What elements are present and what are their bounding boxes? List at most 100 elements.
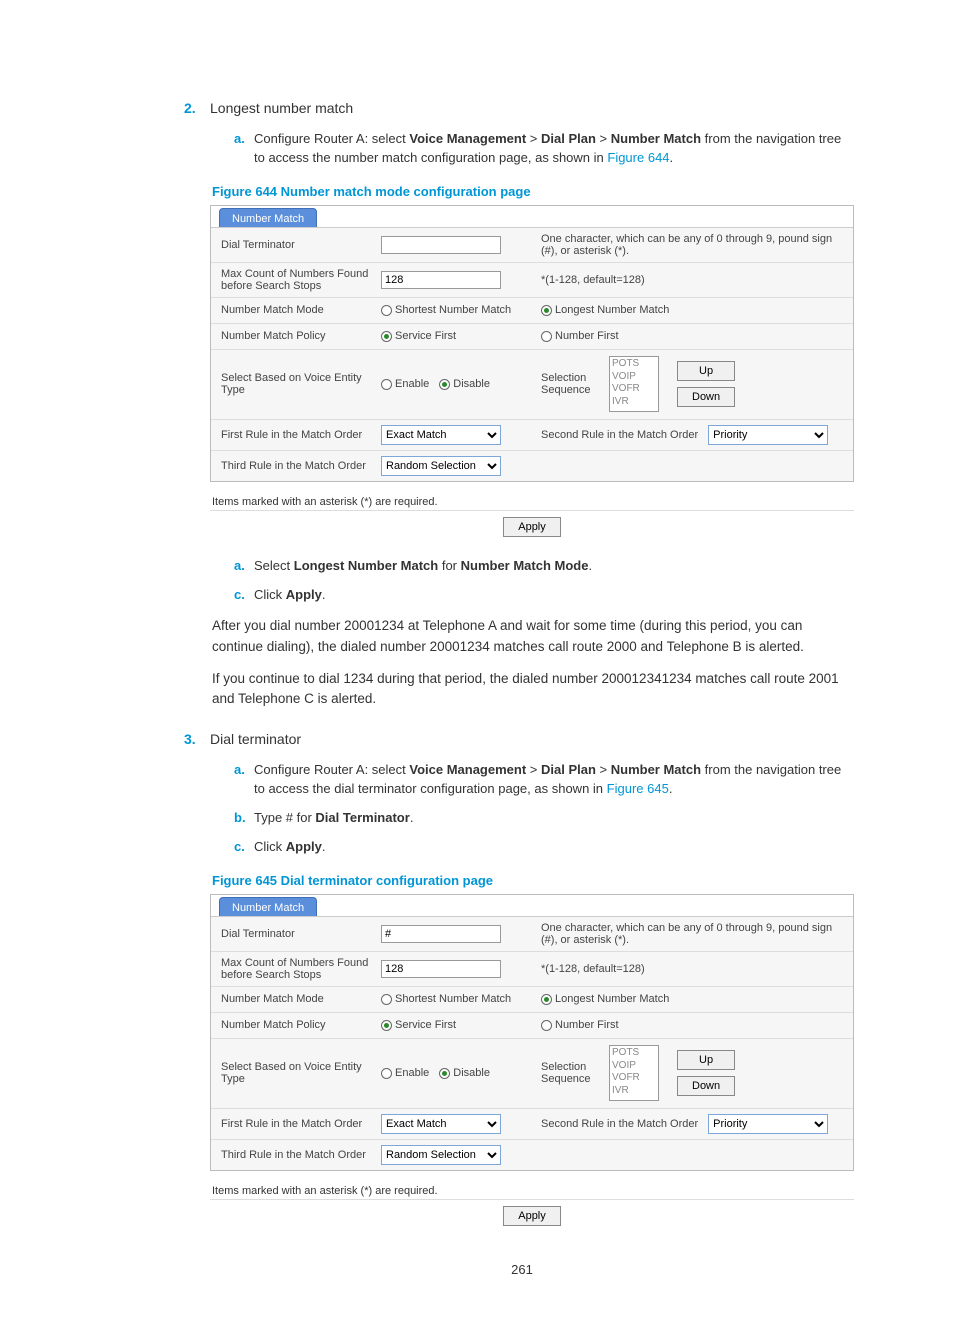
dial-terminator-hint: One character, which can be any of 0 thr… <box>541 233 843 257</box>
text: Select Longest Number Match for Number M… <box>254 558 592 573</box>
longest-match-radio[interactable]: Longest Number Match <box>541 304 669 316</box>
second-rule-select[interactable]: Priority <box>708 1114 828 1134</box>
sequence-listbox[interactable]: POTS VOIP VOFR IVR <box>609 1045 659 1101</box>
dial-terminator-input[interactable] <box>381 236 501 254</box>
row-third-rule: Third Rule in the Match Order Random Sel… <box>211 1140 853 1170</box>
voice-entity-label: Select Based on Voice Entity Type <box>221 372 381 396</box>
shortest-match-radio[interactable]: Shortest Number Match <box>381 304 511 316</box>
required-note: Items marked with an asterisk (*) are re… <box>210 492 854 510</box>
first-rule-select[interactable]: Exact Match <box>381 1114 501 1134</box>
row-match-mode: Number Match Mode Shortest Number Match … <box>211 987 853 1013</box>
sequence-listbox[interactable]: POTS VOIP VOFR IVR <box>609 356 659 412</box>
row-first-rule: First Rule in the Match Order Exact Matc… <box>211 420 853 451</box>
step-title: Dial terminator <box>210 731 301 747</box>
row-dial-terminator: Dial Terminator One character, which can… <box>211 228 853 263</box>
longest-match-radio[interactable]: Longest Number Match <box>541 993 669 1005</box>
match-mode-label: Number Match Mode <box>221 993 381 1005</box>
alpha: a. <box>234 761 245 780</box>
row-match-mode: Number Match Mode Shortest Number Match … <box>211 298 853 324</box>
enable-radio[interactable]: Enable <box>381 1067 429 1079</box>
match-policy-label: Number Match Policy <box>221 330 381 342</box>
substep-3a: a. Configure Router A: select Voice Mana… <box>234 761 854 799</box>
substep-3b: b. Type # for Dial Terminator. <box>234 809 854 828</box>
step-number: 2. <box>184 100 196 116</box>
figure-644-screenshot: Number Match Dial Terminator One charact… <box>210 205 854 482</box>
alpha: c. <box>234 586 245 605</box>
voice-entity-label: Select Based on Voice Entity Type <box>221 1061 381 1085</box>
alpha: c. <box>234 838 245 857</box>
number-match-tab[interactable]: Number Match <box>219 897 317 916</box>
down-button[interactable]: Down <box>677 387 735 407</box>
dial-terminator-label: Dial Terminator <box>221 928 381 940</box>
disable-radio[interactable]: Disable <box>439 1067 490 1079</box>
text: Configure Router A: select Voice Managem… <box>254 762 841 796</box>
max-count-hint: *(1-128, default=128) <box>541 963 843 975</box>
row-dial-terminator: Dial Terminator One character, which can… <box>211 917 853 952</box>
text: Click Apply. <box>254 587 326 602</box>
step-2: 2. Longest number match a. Configure Rou… <box>190 100 854 709</box>
text: Configure Router A: select Voice Managem… <box>254 131 841 165</box>
substep-3c: c. Click Apply. <box>234 838 854 857</box>
number-match-tab[interactable]: Number Match <box>219 208 317 227</box>
substeps-2-top: a. Configure Router A: select Voice Mana… <box>234 130 854 168</box>
match-policy-label: Number Match Policy <box>221 1019 381 1031</box>
up-button[interactable]: Up <box>677 1050 735 1070</box>
third-rule-select[interactable]: Random Selection <box>381 1145 501 1165</box>
max-count-input[interactable] <box>381 271 501 289</box>
tab-row: Number Match <box>211 206 853 228</box>
substep-2a2: a. Select Longest Number Match for Numbe… <box>234 557 854 576</box>
dial-terminator-hint: One character, which can be any of 0 thr… <box>541 922 843 946</box>
number-first-radio[interactable]: Number First <box>541 330 619 342</box>
step-number: 3. <box>184 731 196 747</box>
row-voice-entity-type: Select Based on Voice Entity Type Enable… <box>211 350 853 420</box>
second-rule-label: Second Rule in the Match Order <box>541 429 698 441</box>
max-count-hint: *(1-128, default=128) <box>541 274 843 286</box>
third-rule-select[interactable]: Random Selection <box>381 456 501 476</box>
max-count-label: Max Count of Numbers Found before Search… <box>221 268 381 292</box>
dial-terminator-input[interactable] <box>381 925 501 943</box>
step-3: 3. Dial terminator a. Configure Router A… <box>190 731 854 1231</box>
service-first-radio[interactable]: Service First <box>381 1019 456 1031</box>
alpha: b. <box>234 809 246 828</box>
para-after-dial: After you dial number 20001234 at Teleph… <box>212 616 854 657</box>
selection-sequence-label: Selection Sequence <box>541 1061 591 1085</box>
disable-radio[interactable]: Disable <box>439 378 490 390</box>
down-button[interactable]: Down <box>677 1076 735 1096</box>
up-button[interactable]: Up <box>677 361 735 381</box>
row-match-policy: Number Match Policy Service First Number… <box>211 324 853 350</box>
page-number: 261 <box>190 1262 854 1277</box>
service-first-radio[interactable]: Service First <box>381 330 456 342</box>
figure-645-caption: Figure 645 Dial terminator configuration… <box>212 873 854 888</box>
first-rule-label: First Rule in the Match Order <box>221 1118 381 1130</box>
first-rule-select[interactable]: Exact Match <box>381 425 501 445</box>
row-match-policy: Number Match Policy Service First Number… <box>211 1013 853 1039</box>
apply-button[interactable]: Apply <box>503 517 561 537</box>
alpha: a. <box>234 130 245 149</box>
figure-ref-644-link[interactable]: Figure 644 <box>607 150 669 165</box>
substeps-2-bottom: a. Select Longest Number Match for Numbe… <box>234 557 854 605</box>
number-first-radio[interactable]: Number First <box>541 1019 619 1031</box>
figure-ref-645-link[interactable]: Figure 645 <box>607 781 669 796</box>
match-mode-label: Number Match Mode <box>221 304 381 316</box>
max-count-input[interactable] <box>381 960 501 978</box>
enable-radio[interactable]: Enable <box>381 378 429 390</box>
first-rule-label: First Rule in the Match Order <box>221 429 381 441</box>
numbered-steps: 2. Longest number match a. Configure Rou… <box>190 100 854 1232</box>
second-rule-select[interactable]: Priority <box>708 425 828 445</box>
figure-645-screenshot: Number Match Dial Terminator One charact… <box>210 894 854 1171</box>
apply-button[interactable]: Apply <box>503 1206 561 1226</box>
substeps-3: a. Configure Router A: select Voice Mana… <box>234 761 854 856</box>
para-continue-dial: If you continue to dial 1234 during that… <box>212 669 854 710</box>
row-voice-entity-type: Select Based on Voice Entity Type Enable… <box>211 1039 853 1109</box>
row-max-count: Max Count of Numbers Found before Search… <box>211 263 853 298</box>
text: Type # for Dial Terminator. <box>254 810 413 825</box>
dial-terminator-label: Dial Terminator <box>221 239 381 251</box>
third-rule-label: Third Rule in the Match Order <box>221 1149 381 1161</box>
max-count-label: Max Count of Numbers Found before Search… <box>221 957 381 981</box>
row-max-count: Max Count of Numbers Found before Search… <box>211 952 853 987</box>
row-first-rule: First Rule in the Match Order Exact Matc… <box>211 1109 853 1140</box>
shortest-match-radio[interactable]: Shortest Number Match <box>381 993 511 1005</box>
text: Click Apply. <box>254 839 326 854</box>
row-third-rule: Third Rule in the Match Order Random Sel… <box>211 451 853 481</box>
selection-sequence-label: Selection Sequence <box>541 372 591 396</box>
